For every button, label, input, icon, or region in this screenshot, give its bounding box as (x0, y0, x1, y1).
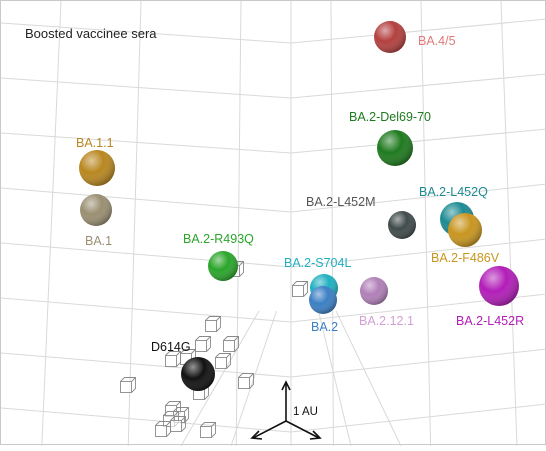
grid-line (0, 242, 292, 268)
grid-line (330, 0, 334, 447)
serum-cube (238, 373, 254, 389)
antigen-sphere-ba2 (309, 286, 337, 314)
antigen-sphere-d614g (181, 357, 215, 391)
antigen-label-ba2: BA.2 (311, 320, 338, 334)
grid-line (180, 310, 260, 447)
grid-line (0, 407, 292, 433)
serum-cube (120, 377, 136, 393)
grid-line (290, 73, 546, 99)
grid-line (290, 403, 546, 433)
antigen-label-ba1: BA.1 (85, 234, 112, 248)
scale-axis-right (285, 420, 320, 439)
plot-title: Boosted vaccinee sera (25, 26, 157, 41)
grid-line (127, 0, 142, 447)
scale-axes (250, 380, 322, 440)
grid-line (290, 183, 546, 213)
antigen-label-l452m: BA.2-L452M (306, 195, 375, 209)
antigen-sphere-ba2del (377, 130, 413, 166)
grid-line (500, 0, 518, 447)
antigen-label-f486v: BA.2-F486V (431, 251, 500, 265)
antigen-spheres (79, 21, 519, 391)
antigen-sphere-ba1 (80, 194, 112, 226)
serum-cube (155, 421, 171, 437)
sera-cubes (120, 261, 308, 438)
grid-line (0, 77, 292, 99)
grid-line (235, 0, 242, 447)
antigen-sphere-ba212 (360, 277, 388, 305)
grid-line (290, 238, 546, 268)
serum-cube (292, 281, 308, 297)
antigen-label-r493q: BA.2-R493Q (183, 232, 254, 246)
scale-arrow-left (250, 430, 263, 440)
serum-cube (195, 336, 211, 352)
antigen-sphere-r493q (208, 251, 238, 281)
grid-line (0, 22, 292, 44)
antigen-label-s704l: BA.2-S704L (284, 256, 351, 270)
antigen-sphere-ba45 (374, 21, 406, 53)
grid-line (0, 352, 292, 378)
grid-line (335, 310, 402, 447)
grid-line (0, 132, 292, 154)
grid-line (0, 297, 292, 323)
antigen-sphere-l452m (388, 211, 416, 239)
grid-line (41, 0, 62, 447)
antigen-sphere-f486v (448, 213, 482, 247)
antigen-sphere-ba11 (79, 150, 115, 186)
grid-line (420, 0, 432, 447)
antigen-label-ba11: BA.1.1 (76, 136, 114, 150)
antigen-sphere-l452r (479, 266, 519, 306)
serum-cube (215, 353, 231, 369)
antigen-label-l452q: BA.2-L452Q (419, 185, 488, 199)
grid-line (0, 187, 292, 213)
scale-arrow-up (281, 380, 291, 391)
antigen-label-ba2del: BA.2-Del69-70 (349, 110, 431, 124)
antigen-label-ba212: BA.2.12.1 (359, 314, 414, 328)
scale-arrow-right (309, 430, 322, 440)
antigen-label-d614g: D614G (151, 340, 191, 354)
scale-axis-left (252, 420, 287, 439)
grid-line (290, 348, 546, 378)
scale-bar-label: 1 AU (293, 406, 318, 418)
antigen-labels: BA.4/5 BA.2-Del69-70 BA.1.1 BA.1 BA.2-L452M B… (76, 34, 524, 354)
antigen-label-ba45: BA.4/5 (418, 34, 456, 48)
grid-line (290, 128, 546, 154)
serum-cube (165, 351, 181, 367)
serum-cube (200, 422, 216, 438)
grid-line (290, 18, 546, 44)
serum-cube (223, 336, 239, 352)
antigen-label-l452r: BA.2-L452R (456, 314, 524, 328)
serum-cube (205, 316, 221, 332)
grid-line (318, 310, 352, 447)
